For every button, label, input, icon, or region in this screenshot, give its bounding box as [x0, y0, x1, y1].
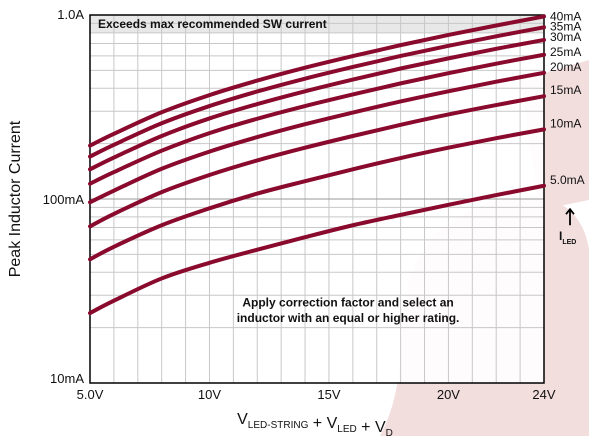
- x-tick-label: 20V: [437, 387, 460, 402]
- y-tick-label: 1.0A: [57, 7, 84, 22]
- y-tick-labels: 10mA 100mA 1.0A: [43, 7, 85, 386]
- curve-label: 35mA: [550, 20, 581, 34]
- series-line: [88, 183, 546, 316]
- up-arrow-icon: [565, 207, 575, 226]
- curve-label: 40mA: [550, 9, 581, 23]
- y-tick-label: 10mA: [50, 371, 84, 386]
- plot-frame: [89, 14, 545, 384]
- y-axis-label: Peak Inductor Current: [7, 120, 24, 277]
- series-line: [88, 94, 546, 229]
- curve-label: 15mA: [550, 83, 581, 97]
- curve-label: 30mA: [550, 30, 581, 44]
- curve-label: 10mA: [550, 116, 581, 130]
- series-line: [88, 37, 546, 172]
- x-label-subscript: LED: [337, 424, 356, 435]
- x-label-part: V: [237, 411, 248, 428]
- legend-title: ILED: [559, 207, 576, 246]
- series-line: [88, 25, 546, 159]
- x-axis-label: VLED-STRING + VLED + VD: [237, 411, 393, 436]
- x-tick-label: 15V: [317, 387, 340, 402]
- x-tick-label: 5.0V: [77, 387, 104, 402]
- series-line: [88, 14, 546, 148]
- x-tick-label: 10V: [198, 387, 221, 402]
- annotation-line-2: inductor with an equal or higher rating.: [237, 311, 460, 325]
- series-line: [88, 52, 546, 186]
- x-tick-label: 24V: [532, 387, 555, 402]
- series-line: [88, 70, 546, 205]
- x-label-subscript: D: [386, 428, 393, 436]
- x-label-part: + V: [308, 415, 337, 432]
- curve-label: 20mA: [550, 60, 581, 74]
- y-tick-label: 100mA: [43, 192, 85, 207]
- shaded-region-label: Exceeds max recommended SW current: [98, 17, 327, 31]
- curve-label: 5.0mA: [550, 173, 585, 187]
- curve-label: 25mA: [550, 45, 581, 59]
- x-tick-labels: 5.0V 10V 15V 20V 24V: [77, 387, 556, 402]
- legend-title-text: ILED: [559, 229, 576, 246]
- series-line: [88, 127, 546, 262]
- curves: [88, 14, 546, 316]
- annotation-line-1: Apply correction factor and select an: [242, 296, 453, 310]
- x-label-part: + V: [357, 419, 386, 436]
- x-label-subscript: LED-STRING: [248, 420, 309, 431]
